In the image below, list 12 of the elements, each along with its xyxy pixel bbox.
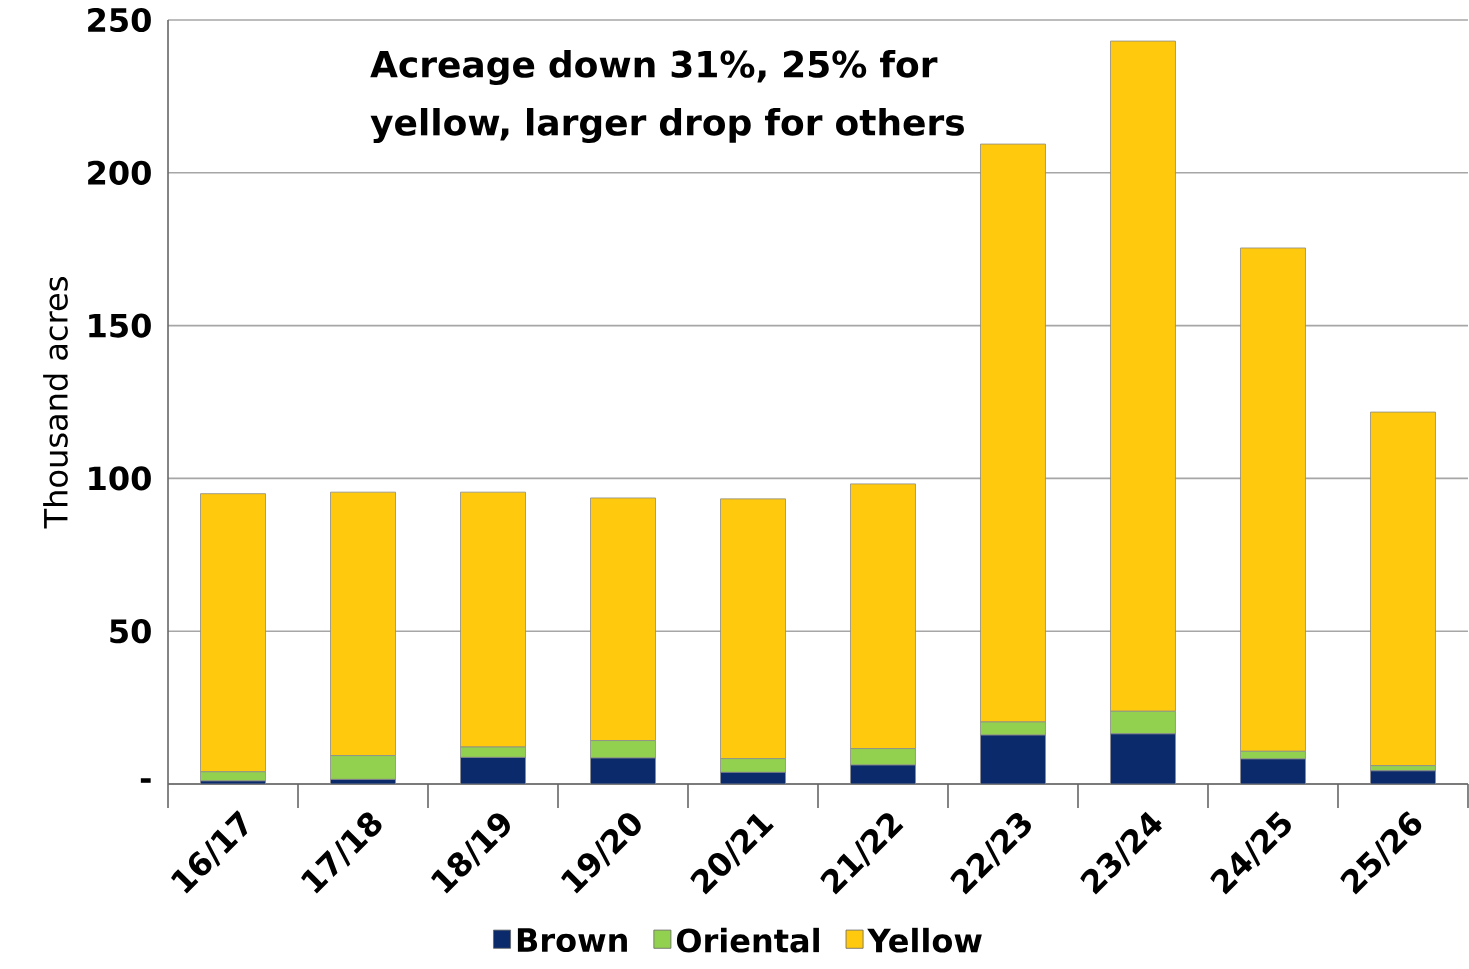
y-tick-label: 100 — [89, 466, 151, 491]
y-tick-label: 250 — [88, 7, 151, 33]
y-axis-title: Thousand acres — [43, 277, 68, 529]
legend-label: Oriental — [676, 927, 819, 953]
y-tick-label: - — [140, 778, 151, 783]
y-tick-label: 50 — [110, 619, 151, 644]
legend-label: Brown — [517, 928, 627, 953]
y-tick-label: 200 — [88, 160, 151, 185]
y-tick-label: 150 — [89, 313, 151, 338]
text: Acreage down 31%, 25% for yellow, larger drop for others — [370, 49, 964, 144]
bar — [1370, 411, 1436, 767]
legend-label: Yellow — [867, 927, 982, 953]
